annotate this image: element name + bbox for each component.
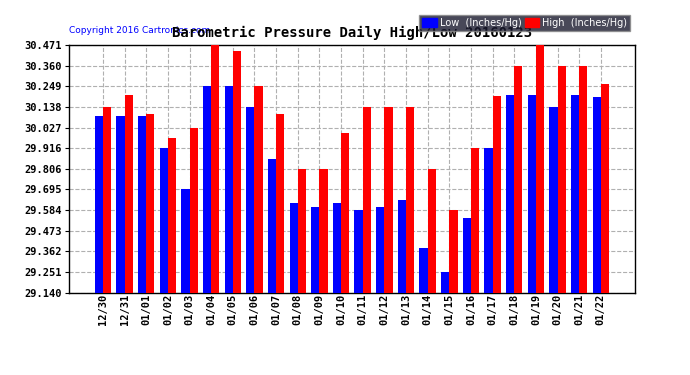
Bar xyxy=(159,148,168,292)
Bar xyxy=(117,116,125,292)
Bar xyxy=(246,107,255,292)
Legend: Low  (Inches/Hg), High  (Inches/Hg): Low (Inches/Hg), High (Inches/Hg) xyxy=(420,15,630,31)
Bar xyxy=(190,128,198,292)
Bar xyxy=(471,148,479,292)
Bar xyxy=(593,97,601,292)
Bar xyxy=(255,86,263,292)
Bar xyxy=(168,138,176,292)
Bar xyxy=(428,169,436,292)
Bar xyxy=(146,114,155,292)
Bar xyxy=(225,86,233,292)
Bar xyxy=(333,203,341,292)
Bar xyxy=(536,45,544,292)
Bar xyxy=(549,107,558,292)
Bar xyxy=(181,189,190,292)
Bar xyxy=(601,84,609,292)
Bar xyxy=(441,272,449,292)
Bar xyxy=(233,51,241,292)
Bar xyxy=(528,95,536,292)
Bar xyxy=(420,248,428,292)
Bar xyxy=(311,207,319,292)
Bar xyxy=(463,218,471,292)
Bar xyxy=(290,203,298,292)
Bar xyxy=(268,159,276,292)
Bar xyxy=(103,107,111,292)
Bar xyxy=(484,148,493,292)
Bar xyxy=(493,96,501,292)
Bar xyxy=(514,66,522,292)
Bar xyxy=(95,116,103,292)
Bar xyxy=(449,210,457,292)
Bar xyxy=(319,169,328,292)
Bar xyxy=(138,116,146,292)
Bar xyxy=(211,45,219,292)
Bar xyxy=(355,210,363,292)
Bar xyxy=(506,95,514,292)
Bar xyxy=(571,95,579,292)
Bar xyxy=(579,66,587,292)
Bar xyxy=(384,107,393,292)
Bar xyxy=(125,95,132,292)
Title: Barometric Pressure Daily High/Low 20160123: Barometric Pressure Daily High/Low 20160… xyxy=(172,26,532,40)
Bar xyxy=(558,66,566,292)
Bar xyxy=(203,86,211,292)
Bar xyxy=(341,133,349,292)
Bar xyxy=(298,169,306,292)
Bar xyxy=(363,107,371,292)
Text: Copyright 2016 Cartronics.com: Copyright 2016 Cartronics.com xyxy=(69,26,210,35)
Bar xyxy=(406,107,414,292)
Bar xyxy=(376,207,384,292)
Bar xyxy=(398,200,406,292)
Bar xyxy=(276,114,284,292)
